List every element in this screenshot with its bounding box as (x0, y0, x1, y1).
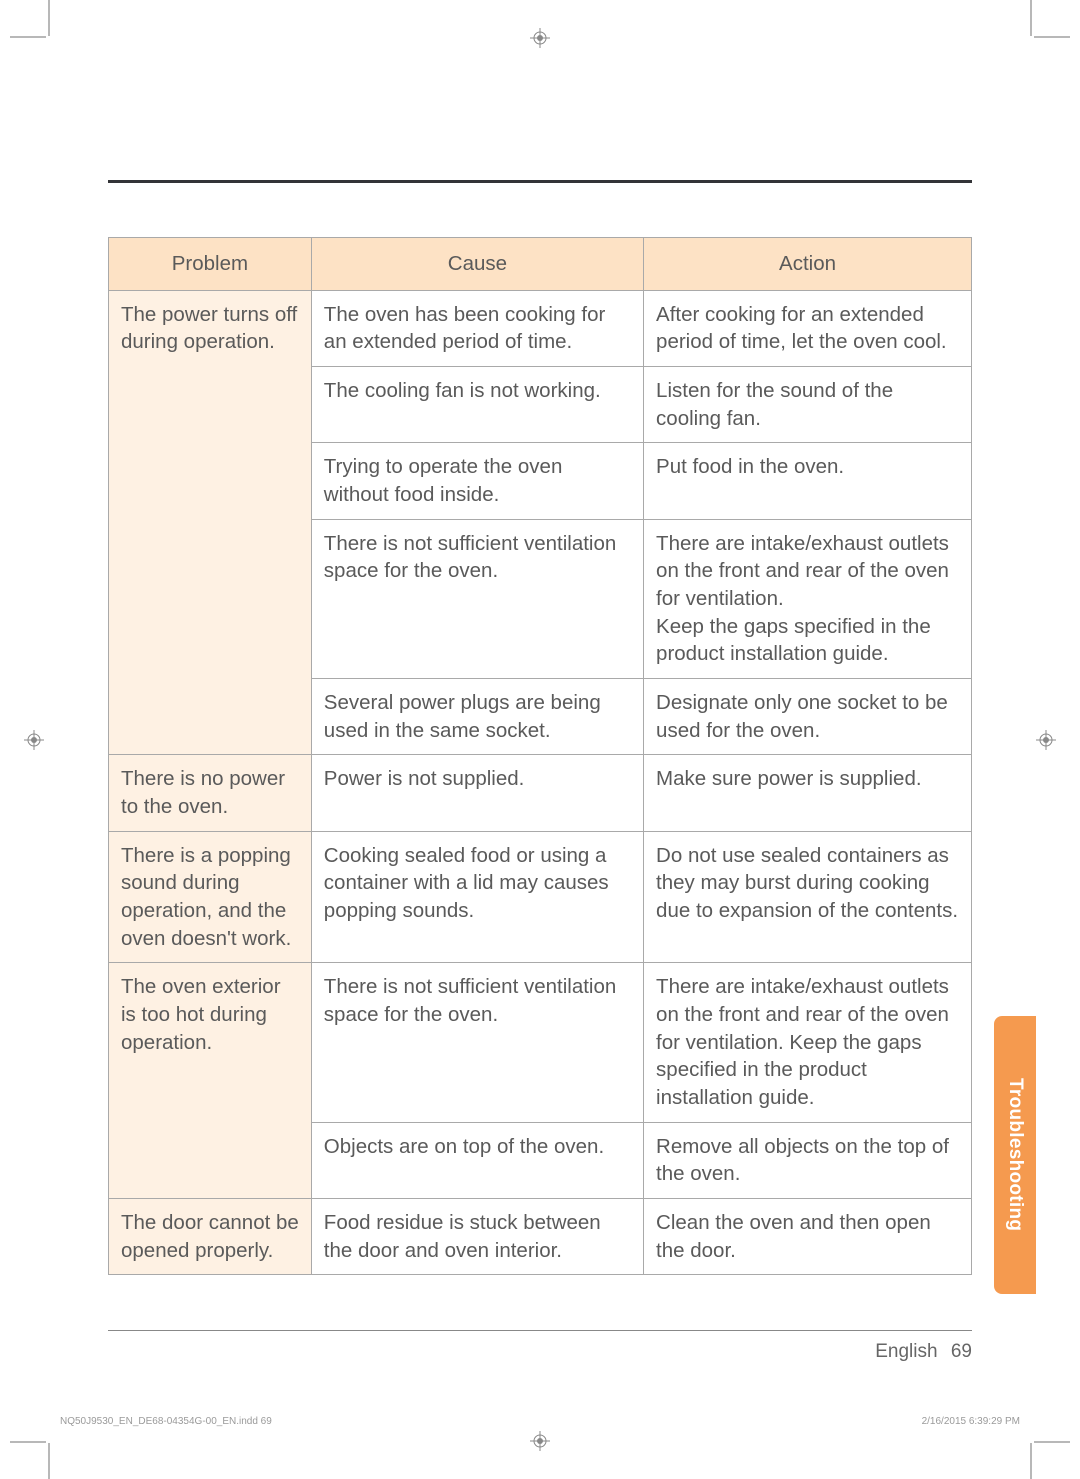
cause-cell: There is not sufficient ventilation spac… (311, 519, 643, 678)
table-header-row: Problem Cause Action (109, 238, 972, 291)
header-action: Action (644, 238, 972, 291)
table-row: There is no power to the oven.Power is n… (109, 755, 972, 831)
action-cell: There are intake/exhaust outlets on the … (644, 519, 972, 678)
registration-mark-icon (530, 28, 550, 48)
cause-cell: Objects are on top of the oven. (311, 1122, 643, 1198)
cause-cell: There is not sufficient ventilation spac… (311, 963, 643, 1122)
side-tab-label: Troubleshooting (1004, 1078, 1026, 1231)
section-side-tab: Troubleshooting (994, 1016, 1036, 1294)
indd-timestamp: 2/16/2015 6:39:29 PM (922, 1416, 1020, 1427)
table-row: The power turns off during operation.The… (109, 290, 972, 366)
cause-cell: The oven has been cooking for an extende… (311, 290, 643, 366)
registration-mark-icon (530, 1431, 550, 1451)
action-cell: Remove all objects on the top of the ove… (644, 1122, 972, 1198)
problem-cell: There is no power to the oven. (109, 755, 312, 831)
cause-cell: Food residue is stuck between the door a… (311, 1199, 643, 1275)
registration-mark-icon (24, 730, 44, 750)
cause-cell: Power is not supplied. (311, 755, 643, 831)
action-cell: Designate only one socket to be used for… (644, 679, 972, 755)
cause-cell: The cooling fan is not working. (311, 367, 643, 443)
header-cause: Cause (311, 238, 643, 291)
registration-mark-icon (1036, 730, 1056, 750)
footer-page-number: 69 (951, 1341, 972, 1362)
troubleshooting-table: Problem Cause Action The power turns off… (108, 237, 972, 1275)
problem-cell: The oven exterior is too hot during oper… (109, 963, 312, 1199)
action-cell: Make sure power is supplied. (644, 755, 972, 831)
table-row: The door cannot be opened properly.Food … (109, 1199, 972, 1275)
table-row: The oven exterior is too hot during oper… (109, 963, 972, 1122)
footer-rule (108, 1330, 972, 1331)
action-cell: Clean the oven and then open the door. (644, 1199, 972, 1275)
cause-cell: Several power plugs are being used in th… (311, 679, 643, 755)
cause-cell: Trying to operate the oven without food … (311, 443, 643, 519)
problem-cell: There is a popping sound during operatio… (109, 831, 312, 963)
action-cell: After cooking for an extended period of … (644, 290, 972, 366)
page-footer: English 69 (108, 1330, 972, 1363)
problem-cell: The door cannot be opened properly. (109, 1199, 312, 1275)
header-problem: Problem (109, 238, 312, 291)
action-cell: Do not use sealed containers as they may… (644, 831, 972, 963)
page-content: Problem Cause Action The power turns off… (108, 180, 972, 1275)
problem-cell: The power turns off during operation. (109, 290, 312, 755)
action-cell: There are intake/exhaust outlets on the … (644, 963, 972, 1122)
table-row: There is a popping sound during operatio… (109, 831, 972, 963)
footer-language: English (875, 1341, 937, 1362)
cause-cell: Cooking sealed food or using a container… (311, 831, 643, 963)
indd-file: NQ50J9530_EN_DE68-04354G-00_EN.indd 69 (60, 1416, 272, 1427)
action-cell: Listen for the sound of the cooling fan. (644, 367, 972, 443)
top-horizontal-rule (108, 180, 972, 183)
action-cell: Put food in the oven. (644, 443, 972, 519)
indesign-slug: NQ50J9530_EN_DE68-04354G-00_EN.indd 69 2… (60, 1416, 1020, 1427)
